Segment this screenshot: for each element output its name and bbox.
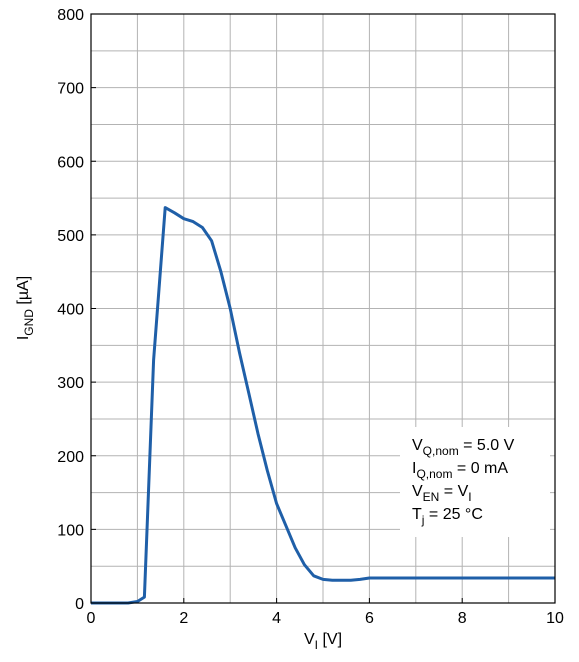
y-axis-label-sub: GND [22,309,36,336]
x-tick-label: 0 [87,610,96,627]
y-tick-label: 700 [57,81,84,98]
y-axis-label-unit: [µA] [15,276,32,309]
series-line [91,206,555,605]
x-axis-label-main: V [304,631,315,648]
y-axis-ticks: 0 100 200 300 400 500 600 700 800 [57,7,96,613]
y-tick-label: 100 [57,522,84,539]
series-group [91,206,555,605]
x-tick-label: 2 [179,610,188,627]
x-axis-ticks: 0 2 4 6 8 10 [87,598,564,627]
x-axis-label: VI [V] [304,631,342,652]
y-tick-label: 200 [57,449,84,466]
y-tick-label: 300 [57,375,84,392]
grid [91,14,555,603]
annotation-line: VQ,nom = 5.0 V [412,437,515,458]
x-tick-label: 4 [272,610,281,627]
y-tick-label: 400 [57,302,84,319]
y-tick-label: 800 [57,7,84,24]
x-axis-label-unit: [V] [318,631,342,648]
y-axis-label-main: I [15,336,32,340]
x-tick-label: 10 [546,610,564,627]
x-tick-label: 8 [458,610,467,627]
annotation-line: VEN = VI [412,483,472,504]
y-tick-label: 500 [57,228,84,245]
y-tick-label: 0 [75,596,84,613]
annotation-line: Tj = 25 °C [412,506,483,527]
x-axis-label-sub: I [315,638,318,652]
x-tick-label: 6 [365,610,374,627]
y-tick-label: 600 [57,154,84,171]
y-axis-label: IGND [µA] [15,276,36,340]
annotation-box [400,427,550,537]
annotation-line: IQ,nom = 0 mA [412,460,508,481]
